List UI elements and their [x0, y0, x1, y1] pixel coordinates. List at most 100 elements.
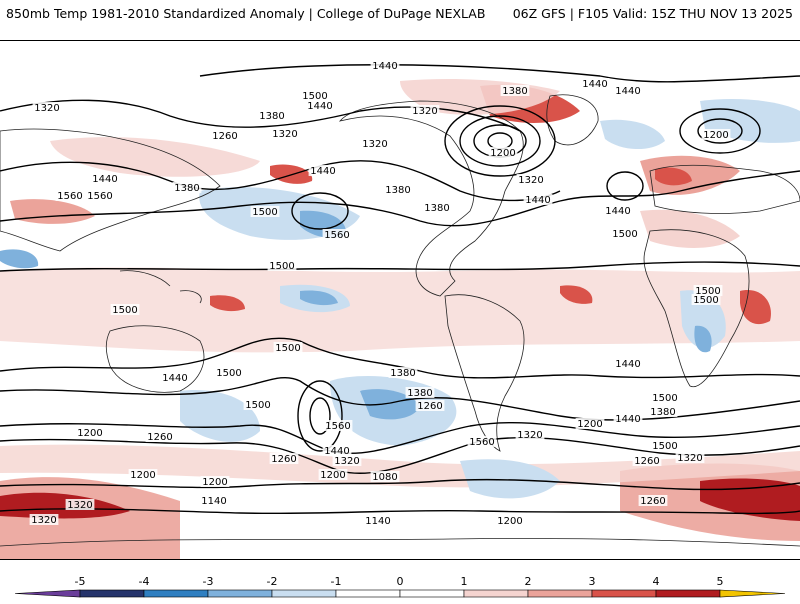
anomaly-map: 1440 1500 1440 1380 1440 1440 1320 1380 1320 1260…: [0, 40, 800, 560]
contour-label-background: [210, 130, 240, 141]
contour-line: [487, 132, 513, 150]
anomaly-shading: [0, 79, 800, 559]
anomaly-region-cold: [694, 325, 712, 353]
anomaly-region-warm: [640, 155, 740, 195]
contour-label-background: [632, 455, 662, 466]
run-info: 06Z GFS | F105 Valid: 15Z THU NOV 13 202…: [512, 6, 793, 21]
anomaly-region-warm: [560, 285, 593, 304]
anomaly-region-cool: [0, 249, 39, 269]
contour-line: [0, 421, 800, 455]
anomaly-region-cool: [460, 459, 560, 499]
colorbar-segment: [143, 589, 209, 598]
contour-label-background: [415, 400, 445, 411]
contour-label-background: [360, 138, 390, 149]
contour-label: 1380: [390, 368, 415, 379]
anomaly-region-hot: [0, 492, 130, 519]
contour-label: 1380: [174, 183, 199, 194]
anomaly-region-mild: [0, 444, 800, 488]
contour-line: [0, 478, 800, 491]
contour-label: 1440: [615, 359, 640, 370]
contour-line: [606, 171, 644, 201]
australia-outline: [105, 325, 205, 393]
contour-label-background: [515, 429, 545, 440]
contour-label-background: [500, 85, 530, 96]
contour-label: 1440: [525, 195, 550, 206]
contour-label-background: [613, 358, 643, 369]
contour-label: 1440: [307, 101, 332, 112]
contour-label-background: [467, 436, 497, 447]
anomaly-region-warm: [10, 199, 95, 224]
contour-line: [0, 170, 800, 227]
colorbar-arrow-low: [14, 589, 81, 598]
contour-label: 1380: [424, 203, 449, 214]
contour-label: 1380: [407, 388, 432, 399]
contour-label-background: [55, 190, 85, 201]
contour-label: 1380: [385, 185, 410, 196]
contour-label-background: [495, 515, 525, 526]
contour-line: [291, 192, 349, 230]
south-america-outline: [444, 294, 525, 452]
colorbar-segment: [463, 589, 529, 598]
contour-label: 1200: [77, 428, 102, 439]
contour-label-background: [363, 515, 393, 526]
contour-label: 1260: [640, 496, 665, 507]
anomaly-region-warm: [0, 477, 180, 559]
contour-label: 1560: [469, 437, 494, 448]
anomaly-region-cool: [180, 390, 260, 442]
contour-label-background: [410, 105, 440, 116]
contour-label-background: [308, 165, 338, 176]
contour-label: 1320: [67, 500, 92, 511]
contour-label: 1440: [615, 86, 640, 97]
contour-label: 1500: [652, 393, 677, 404]
colorbar: -5 -4 -3 -2 -1 0 1 2 3 4 5: [0, 560, 800, 600]
africa-outline: [643, 229, 750, 388]
colorbar-segment: [207, 589, 273, 598]
header: 850mb Temp 1981-2010 Standardized Anomal…: [0, 0, 800, 30]
contour-label-background: [370, 60, 400, 71]
contour-label: 1320: [677, 453, 702, 464]
contour-label: 1140: [201, 496, 226, 507]
contour-label-background: [318, 469, 348, 480]
contour-label-background: [405, 387, 435, 398]
europe-outline: [649, 164, 800, 214]
contour-label: 1320: [31, 515, 56, 526]
contour-line: [309, 397, 331, 435]
contour-label: 1380: [259, 111, 284, 122]
contour-label: 1200: [497, 516, 522, 527]
anomaly-region-mild: [640, 209, 740, 248]
contour-label-background: [580, 78, 610, 89]
colorbar-segment: [527, 589, 593, 598]
contour-label-background: [160, 372, 190, 383]
contour-label-background: [638, 495, 668, 506]
colorbar-tick-label: -1: [331, 575, 342, 588]
contour-label-background: [200, 476, 230, 487]
contour-label: 1320: [34, 103, 59, 114]
contour-label-background: [65, 499, 95, 510]
contour-label: 1200: [577, 419, 602, 430]
contour-label-background: [110, 304, 140, 315]
contour-label-background: [323, 420, 353, 431]
contour-label-background: [610, 228, 640, 239]
contour-label: 1260: [147, 432, 172, 443]
colorbar-segment: [271, 589, 337, 598]
contour-label: 1560: [87, 191, 112, 202]
anomaly-region-mild: [0, 267, 800, 353]
contour-label-background: [273, 342, 303, 353]
contour-line: [199, 64, 800, 83]
contour-label: 1200: [490, 148, 515, 159]
contour-label: 1500: [252, 207, 277, 218]
contour-label: 1500: [302, 91, 327, 102]
contour-label: 1320: [518, 175, 543, 186]
contour-line: [0, 508, 800, 515]
contour-label: 1440: [372, 61, 397, 72]
contour-label: 1200: [320, 470, 345, 481]
contour-label-background: [648, 406, 678, 417]
colorbar-tick-label: 0: [397, 575, 404, 588]
contour-label-background: [523, 194, 553, 205]
contour-label: 1500: [245, 400, 270, 411]
anomaly-region-cool: [600, 119, 665, 150]
contour-label: 1440: [605, 206, 630, 217]
contour-label-background: [322, 445, 352, 456]
